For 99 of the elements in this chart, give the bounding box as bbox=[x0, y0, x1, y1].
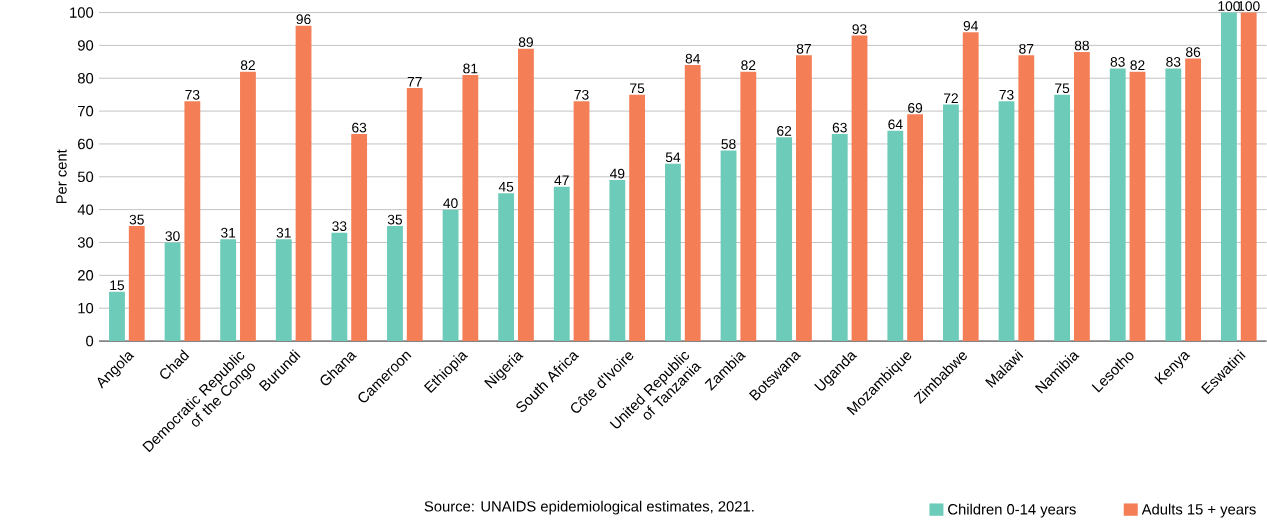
bar bbox=[831, 134, 848, 342]
bar bbox=[684, 65, 701, 342]
bar bbox=[740, 71, 757, 342]
bar bbox=[498, 193, 515, 342]
data-label: 83 bbox=[1166, 57, 1181, 68]
data-label: 58 bbox=[721, 139, 736, 150]
y-tick-label: 50 bbox=[77, 171, 94, 183]
y-tick-label: 30 bbox=[77, 237, 94, 248]
bar bbox=[275, 239, 292, 342]
data-label: 88 bbox=[1074, 40, 1089, 51]
bar bbox=[406, 88, 423, 342]
data-label: 81 bbox=[463, 63, 478, 74]
legend-label: Adults 15 + years bbox=[1141, 503, 1256, 518]
data-label: 62 bbox=[777, 126, 792, 137]
bar bbox=[796, 55, 812, 342]
bar bbox=[109, 291, 125, 342]
data-label: 33 bbox=[332, 221, 347, 232]
bar bbox=[720, 150, 737, 342]
data-label: 69 bbox=[908, 103, 923, 114]
bar bbox=[387, 226, 403, 342]
bar bbox=[220, 239, 237, 342]
bar bbox=[998, 101, 1015, 342]
bar bbox=[907, 114, 924, 342]
y-tick-label: 90 bbox=[77, 40, 94, 51]
bar bbox=[442, 209, 459, 342]
data-label: 100 bbox=[1238, 1, 1260, 12]
data-label: 54 bbox=[665, 152, 681, 163]
bar bbox=[1240, 12, 1257, 342]
bar bbox=[331, 232, 348, 342]
data-label: 72 bbox=[943, 93, 958, 104]
data-label: 49 bbox=[609, 168, 625, 179]
data-label: 87 bbox=[796, 44, 811, 54]
bar bbox=[1165, 68, 1182, 342]
bar bbox=[164, 242, 181, 342]
bar bbox=[887, 131, 904, 342]
bar bbox=[1018, 55, 1035, 342]
data-label: 35 bbox=[129, 214, 144, 225]
data-label: 73 bbox=[185, 90, 200, 100]
data-label: 94 bbox=[963, 21, 978, 31]
y-tick-label: 100 bbox=[70, 7, 94, 19]
y-tick-label: 10 bbox=[78, 303, 94, 314]
bar bbox=[943, 104, 959, 342]
bar bbox=[240, 71, 256, 342]
y-axis-title: Per cent bbox=[56, 149, 67, 204]
bar bbox=[351, 134, 368, 342]
bar bbox=[1073, 52, 1090, 342]
y-tick-label: 80 bbox=[77, 73, 94, 84]
data-label: 96 bbox=[296, 14, 311, 25]
data-label: 93 bbox=[852, 24, 867, 35]
bar bbox=[184, 101, 201, 342]
data-label: 40 bbox=[443, 198, 458, 209]
bar bbox=[776, 137, 793, 342]
data-label: 63 bbox=[832, 122, 847, 133]
data-label: 82 bbox=[240, 60, 255, 71]
bar bbox=[128, 226, 145, 342]
bar bbox=[629, 94, 646, 342]
y-tick-label: 20 bbox=[78, 270, 94, 281]
y-tick-label: 0 bbox=[86, 336, 94, 347]
data-label: 100 bbox=[1218, 1, 1240, 12]
bar bbox=[295, 25, 312, 342]
data-label: 75 bbox=[630, 83, 645, 94]
bar bbox=[1185, 58, 1202, 342]
bar bbox=[609, 180, 626, 342]
y-tick-label: 40 bbox=[77, 204, 94, 216]
y-tick-label: 70 bbox=[78, 106, 94, 117]
bar bbox=[962, 32, 979, 342]
data-label: 63 bbox=[352, 122, 367, 133]
data-label: 84 bbox=[685, 54, 700, 64]
data-label: 73 bbox=[999, 90, 1014, 100]
data-label: 64 bbox=[888, 119, 903, 130]
source-note: Source: UNAIDS epidemiological estimates, 2021. bbox=[424, 501, 754, 515]
data-label: 35 bbox=[387, 214, 403, 225]
data-label: 86 bbox=[1186, 47, 1201, 58]
bar bbox=[1129, 71, 1146, 342]
bar bbox=[573, 101, 590, 342]
bar bbox=[518, 48, 534, 342]
data-label: 89 bbox=[518, 37, 533, 48]
data-label: 73 bbox=[574, 90, 589, 100]
data-label: 31 bbox=[276, 228, 291, 238]
data-label: 45 bbox=[498, 182, 514, 192]
data-label: 47 bbox=[554, 175, 569, 186]
data-label: 77 bbox=[407, 77, 422, 87]
y-tick-label: 60 bbox=[78, 138, 94, 150]
data-label: 82 bbox=[741, 60, 756, 71]
bar bbox=[665, 163, 681, 342]
bar bbox=[1054, 94, 1071, 342]
data-label: 30 bbox=[165, 231, 180, 242]
data-label: 87 bbox=[1019, 44, 1034, 54]
data-label: 83 bbox=[1110, 57, 1125, 68]
data-label: 31 bbox=[221, 228, 236, 238]
data-label: 15 bbox=[110, 280, 125, 291]
bar bbox=[1221, 12, 1237, 342]
bar bbox=[1109, 68, 1126, 342]
bar bbox=[462, 75, 479, 342]
legend-label: Children 0-14 years bbox=[948, 503, 1076, 518]
bar bbox=[553, 186, 570, 342]
data-label: 82 bbox=[1130, 60, 1145, 71]
bar bbox=[851, 35, 868, 342]
data-label: 75 bbox=[1055, 83, 1070, 94]
